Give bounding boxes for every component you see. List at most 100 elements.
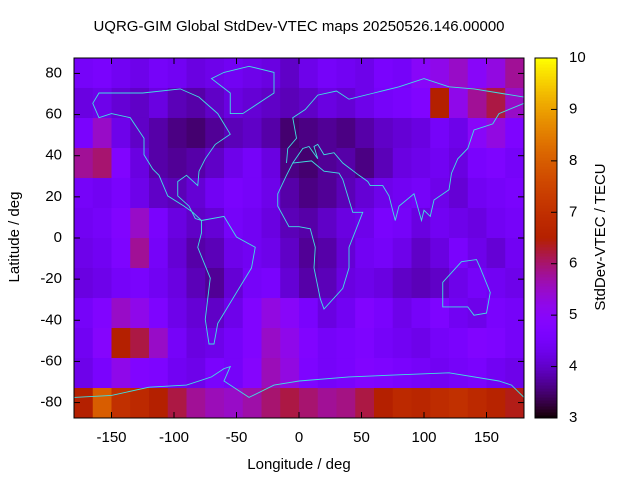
heatmap-cell: [92, 298, 112, 329]
colorbar-segment: [535, 226, 557, 230]
colorbar-segment: [535, 250, 557, 254]
colorbar-segment: [535, 130, 557, 134]
heatmap-cell: [486, 328, 506, 359]
heatmap-cell: [130, 328, 150, 359]
heatmap-cell: [467, 58, 487, 89]
heatmap-cell: [205, 358, 225, 389]
colorbar-segment: [535, 235, 557, 239]
heatmap-cell: [355, 268, 375, 299]
colorbar-segment: [535, 100, 557, 104]
colorbar-segment: [535, 289, 557, 293]
heatmap-cell: [186, 238, 206, 269]
colorbar-segment: [535, 175, 557, 179]
heatmap-cell: [336, 388, 356, 419]
colorbar-segment: [535, 76, 557, 80]
heatmap-cell: [224, 58, 244, 89]
heatmap-cell: [92, 58, 112, 89]
heatmap-cell: [411, 177, 431, 209]
heatmap-cell: [130, 58, 150, 89]
heatmap-cell: [111, 117, 131, 149]
y-tick-label: 60: [45, 106, 62, 123]
heatmap-cell: [261, 298, 281, 329]
heatmap-cell: [280, 58, 300, 89]
heatmap-cell: [242, 388, 262, 419]
coastline: [277, 160, 364, 310]
heatmap-cell: [224, 117, 244, 149]
heatmap-cell: [299, 328, 319, 359]
heatmap-cell: [486, 87, 506, 119]
heatmap-cell: [299, 87, 319, 119]
colorbar-segment: [535, 328, 557, 332]
heatmap-cell: [355, 148, 375, 179]
heatmap-cell: [449, 268, 469, 299]
heatmap-cell: [92, 268, 112, 299]
heatmap-cell: [280, 87, 300, 119]
colorbar-tick-label: 9: [569, 100, 577, 117]
heatmap-cell: [149, 148, 169, 179]
colorbar-tick-label: 5: [569, 306, 577, 323]
heatmap-cell: [149, 328, 169, 359]
x-tick-label: 50: [353, 429, 370, 446]
heatmap-cell: [336, 177, 356, 209]
y-tick-label: -80: [40, 394, 62, 411]
heatmap-cell: [505, 207, 525, 239]
colorbar-segment: [535, 397, 557, 401]
heatmap-cell: [92, 148, 112, 179]
heatmap-cell: [392, 148, 412, 179]
colorbar-segment: [535, 358, 557, 362]
heatmap-cell: [74, 117, 94, 149]
colorbar-segment: [535, 196, 557, 200]
heatmap-cell: [299, 148, 319, 179]
heatmap: [74, 58, 525, 419]
heatmap-cell: [449, 358, 469, 389]
heatmap-cell: [167, 298, 187, 329]
heatmap-cell: [280, 117, 300, 149]
heatmap-cell: [186, 87, 206, 119]
heatmap-cell: [205, 117, 225, 149]
heatmap-cell: [149, 358, 169, 389]
heatmap-cell: [149, 238, 169, 269]
heatmap-cell: [374, 298, 394, 329]
heatmap-cell: [317, 268, 337, 299]
heatmap-cell: [299, 358, 319, 389]
heatmap-cell: [336, 207, 356, 239]
heatmap-cell: [205, 207, 225, 239]
colorbar-tick-label: 4: [569, 358, 577, 375]
heatmap-cell: [130, 388, 150, 419]
heatmap-cell: [299, 117, 319, 149]
heatmap-cell: [336, 117, 356, 149]
heatmap-cell: [317, 117, 337, 149]
heatmap-cell: [392, 58, 412, 89]
heatmap-cell: [505, 87, 525, 119]
heatmap-cell: [149, 388, 169, 419]
colorbar-segment: [535, 307, 557, 311]
heatmap-cell: [111, 87, 131, 119]
x-tick-label: 0: [295, 429, 303, 446]
colorbar-segment: [535, 184, 557, 188]
heatmap-cell: [280, 388, 300, 419]
colorbar-segment: [535, 304, 557, 308]
colorbar-segment: [535, 178, 557, 182]
heatmap-cell: [505, 358, 525, 389]
heatmap-cell: [355, 298, 375, 329]
heatmap-cell: [430, 117, 450, 149]
colorbar-segment: [535, 199, 557, 203]
heatmap-cell: [74, 328, 94, 359]
colorbar-segment: [535, 157, 557, 161]
colorbar-segment: [535, 127, 557, 131]
colorbar-segment: [535, 166, 557, 170]
heatmap-cell: [486, 388, 506, 419]
colorbar-segment: [535, 217, 557, 221]
heatmap-cell: [317, 388, 337, 419]
heatmap-cell: [149, 298, 169, 329]
heatmap-cell: [336, 328, 356, 359]
heatmap-cell: [224, 177, 244, 209]
colorbar-segment: [535, 319, 557, 323]
colorbar-segment: [535, 385, 557, 389]
heatmap-cell: [186, 268, 206, 299]
coastlines: [73, 65, 525, 398]
colorbar-segment: [535, 148, 557, 152]
colorbar-segment: [535, 373, 557, 377]
heatmap-cell: [430, 177, 450, 209]
heatmap-cell: [411, 268, 431, 299]
